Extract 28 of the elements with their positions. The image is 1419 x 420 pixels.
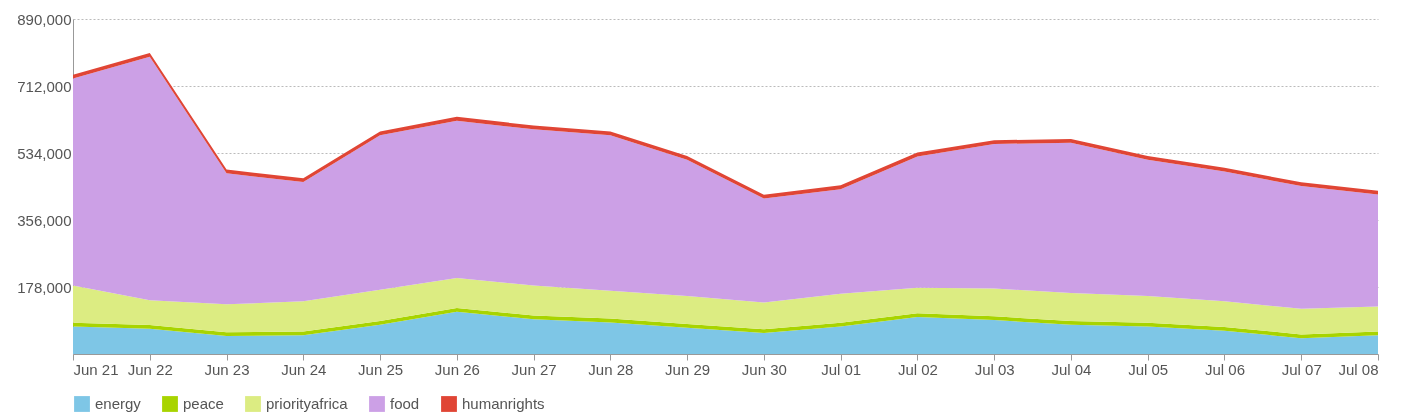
x-tick-label: Jul 08 xyxy=(1338,360,1379,378)
x-tick-label: Jun 28 xyxy=(588,360,634,378)
y-tick-label: 712,000 xyxy=(17,77,72,95)
x-tick-label: Jun 26 xyxy=(434,360,480,378)
x-tick-label: Jul 05 xyxy=(1128,360,1169,378)
y-tick-label: 356,000 xyxy=(17,211,72,229)
x-tick-label: Jun 29 xyxy=(665,360,711,378)
legend-label: priorityafrica xyxy=(266,395,349,412)
legend-label: peace xyxy=(183,395,224,412)
x-tick-label: Jun 27 xyxy=(511,360,557,378)
legend-label: energy xyxy=(95,395,142,412)
x-tick-label: Jun 23 xyxy=(204,360,250,378)
x-tick-label: Jul 04 xyxy=(1051,360,1092,378)
x-tick-label: Jul 03 xyxy=(974,360,1015,378)
x-tick-label: Jun 22 xyxy=(127,360,173,378)
legend-label: food xyxy=(390,395,420,412)
y-tick-label: 890,000 xyxy=(17,10,72,28)
x-tick-label: Jul 07 xyxy=(1281,360,1322,378)
y-tick-label: 178,000 xyxy=(17,278,72,296)
x-tick-label: Jul 01 xyxy=(821,360,862,378)
x-tick-label: Jun 21 xyxy=(73,360,119,378)
x-tick-label: Jun 25 xyxy=(358,360,404,378)
x-tick-label: Jul 06 xyxy=(1204,360,1245,378)
x-tick-label: Jun 30 xyxy=(741,360,787,378)
y-tick-label: 534,000 xyxy=(17,144,72,162)
x-tick-label: Jul 02 xyxy=(897,360,938,378)
legend-label: humanrights xyxy=(462,395,545,412)
x-tick-label: Jun 24 xyxy=(281,360,327,378)
